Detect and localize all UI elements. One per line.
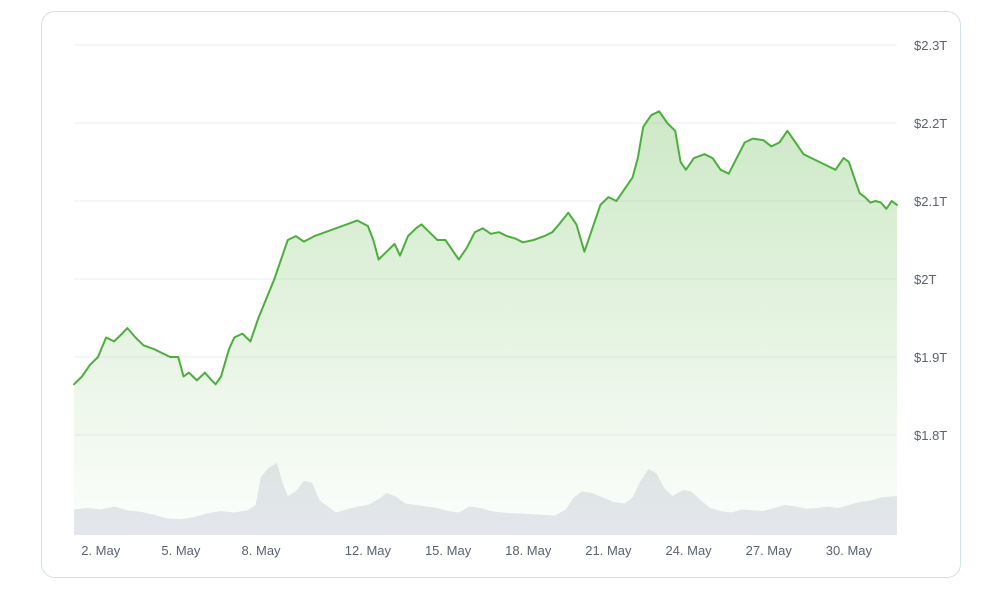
y-tick-label: $2.3T [914,38,947,53]
price-line [73,110,898,386]
y-tick-label: $2.2T [914,116,947,131]
y-tick-label: $1.8T [914,428,947,443]
x-tick-label: 27. May [746,543,793,558]
x-tick-label: 18. May [505,543,552,558]
x-axis: 2. May 5. May 8. May 12. May 15. May 18. May 2… [81,543,872,558]
x-tick-label: 24. May [665,543,712,558]
y-tick-label: $2.1T [914,194,947,209]
x-tick-label: 2. May [81,543,121,558]
x-tick-label: 15. May [425,543,472,558]
chart-card: $2.3T $2.2T $2.1T $2T $1.9T $1.8T 2. May 5. Ma… [41,11,961,578]
area-chart[interactable]: $2.3T $2.2T $2.1T $2T $1.9T $1.8T 2. May 5. Ma… [42,12,962,579]
x-tick-label: 30. May [826,543,873,558]
y-tick-label: $1.9T [914,350,947,365]
line-layer [73,110,898,386]
x-tick-label: 5. May [161,543,201,558]
x-tick-label: 8. May [242,543,282,558]
x-tick-label: 12. May [345,543,392,558]
y-axis: $2.3T $2.2T $2.1T $2T $1.9T $1.8T [914,38,947,443]
area-layer [74,111,897,536]
price-area-fill [74,111,897,536]
x-tick-label: 21. May [585,543,632,558]
y-tick-label: $2T [914,272,936,287]
